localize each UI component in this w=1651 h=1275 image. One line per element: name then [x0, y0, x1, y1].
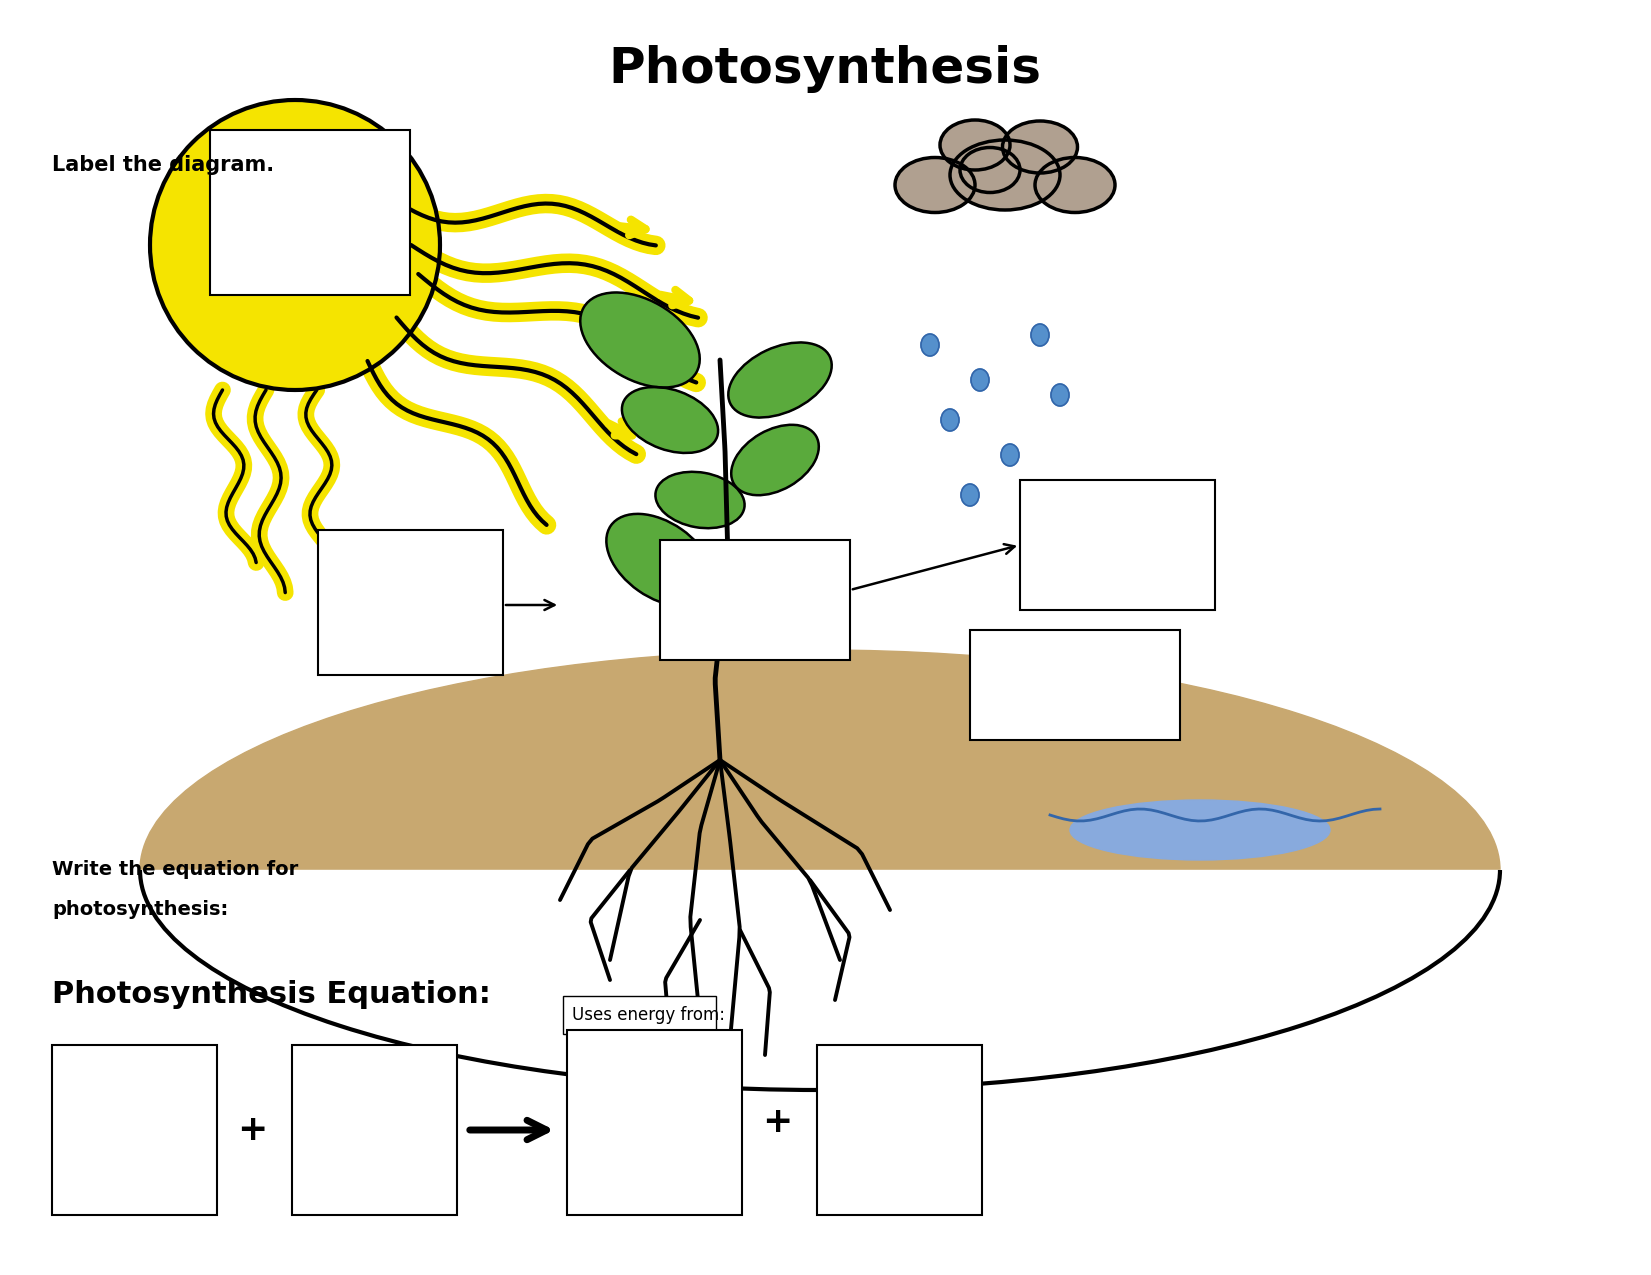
Ellipse shape — [961, 484, 979, 506]
Bar — [817, 1046, 982, 1215]
Ellipse shape — [1070, 799, 1331, 861]
Ellipse shape — [731, 425, 819, 495]
Bar — [660, 541, 850, 660]
Bar — [51, 1046, 216, 1215]
Ellipse shape — [939, 120, 1010, 170]
Bar — [971, 630, 1180, 740]
Ellipse shape — [959, 148, 1020, 193]
Bar — [1020, 479, 1215, 609]
Text: +: + — [236, 1113, 267, 1148]
FancyBboxPatch shape — [563, 996, 717, 1034]
Ellipse shape — [140, 650, 1501, 1090]
Bar — [292, 1046, 457, 1215]
Text: Uses energy from:: Uses energy from: — [571, 1006, 725, 1024]
Bar — [0, 870, 1651, 1275]
Ellipse shape — [1035, 158, 1114, 213]
Text: +: + — [761, 1105, 792, 1140]
Text: Label the diagram.: Label the diagram. — [51, 156, 274, 175]
Ellipse shape — [721, 572, 799, 627]
Text: photosynthesis:: photosynthesis: — [51, 900, 228, 919]
Circle shape — [150, 99, 441, 390]
Ellipse shape — [655, 472, 745, 528]
Text: Photosynthesis: Photosynthesis — [609, 45, 1042, 93]
Ellipse shape — [949, 140, 1060, 210]
Ellipse shape — [1002, 121, 1078, 173]
Ellipse shape — [606, 514, 713, 606]
Ellipse shape — [941, 409, 959, 431]
Ellipse shape — [895, 158, 976, 213]
Bar — [566, 1030, 741, 1215]
Bar — [210, 130, 409, 295]
Ellipse shape — [1052, 384, 1068, 405]
Ellipse shape — [728, 343, 832, 417]
Ellipse shape — [1001, 444, 1019, 465]
Ellipse shape — [921, 334, 939, 356]
Ellipse shape — [1030, 324, 1048, 346]
Ellipse shape — [580, 292, 700, 388]
Text: Photosynthesis Equation:: Photosynthesis Equation: — [51, 980, 490, 1009]
Ellipse shape — [971, 368, 989, 391]
Ellipse shape — [622, 388, 718, 453]
Text: Write the equation for: Write the equation for — [51, 861, 299, 878]
Bar — [319, 530, 504, 674]
